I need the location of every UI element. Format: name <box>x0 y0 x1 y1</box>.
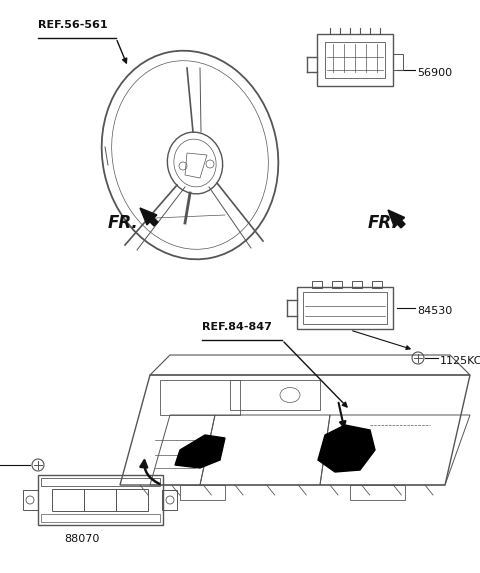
Bar <box>393 54 403 70</box>
Bar <box>297 287 393 329</box>
Bar <box>303 292 387 324</box>
Polygon shape <box>318 425 375 472</box>
Bar <box>332 281 342 288</box>
Bar <box>317 34 393 86</box>
Bar <box>352 281 362 288</box>
Bar <box>230 380 320 410</box>
Text: FR.: FR. <box>108 214 139 232</box>
Text: 1125KC: 1125KC <box>440 356 480 366</box>
Bar <box>84 489 116 511</box>
Bar <box>312 281 322 288</box>
Polygon shape <box>388 210 405 228</box>
Text: 84530: 84530 <box>417 306 452 316</box>
Polygon shape <box>175 435 225 468</box>
Bar <box>41 514 160 522</box>
Bar <box>38 475 163 525</box>
Text: FR.: FR. <box>368 214 399 232</box>
Text: REF.56-561: REF.56-561 <box>38 20 108 30</box>
Bar <box>52 489 84 511</box>
Bar <box>41 478 160 486</box>
Text: 56900: 56900 <box>417 68 452 78</box>
Bar <box>23 490 38 510</box>
Polygon shape <box>140 208 158 226</box>
Bar <box>350 485 405 500</box>
Bar <box>325 42 385 78</box>
Bar <box>180 485 225 500</box>
Text: 88070: 88070 <box>64 534 100 544</box>
Text: REF.84-847: REF.84-847 <box>202 322 272 332</box>
Bar <box>162 490 177 510</box>
Bar <box>160 380 240 415</box>
Bar <box>116 489 148 511</box>
Bar <box>372 281 382 288</box>
